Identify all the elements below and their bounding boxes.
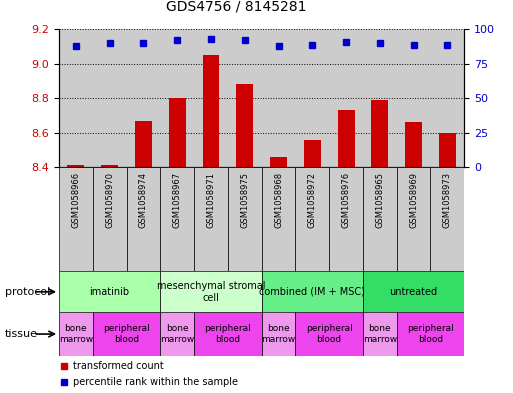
Bar xyxy=(295,312,363,356)
Bar xyxy=(397,167,430,271)
Bar xyxy=(430,167,464,271)
Bar xyxy=(304,140,321,167)
Text: combined (IM + MSC): combined (IM + MSC) xyxy=(260,287,365,297)
Text: tissue: tissue xyxy=(5,329,38,339)
Bar xyxy=(439,133,456,167)
Text: bone
marrow: bone marrow xyxy=(363,324,397,344)
Text: percentile rank within the sample: percentile rank within the sample xyxy=(72,377,238,387)
Text: GSM1058975: GSM1058975 xyxy=(240,172,249,228)
Text: peripheral
blood: peripheral blood xyxy=(205,324,251,344)
Text: GSM1058972: GSM1058972 xyxy=(308,172,317,228)
Bar xyxy=(59,271,160,312)
Bar xyxy=(160,29,194,167)
Bar xyxy=(67,165,84,167)
Bar xyxy=(93,312,160,356)
Bar xyxy=(363,312,397,356)
Bar xyxy=(262,167,295,271)
Bar xyxy=(160,312,194,356)
Text: protocol: protocol xyxy=(5,287,50,297)
Text: peripheral
blood: peripheral blood xyxy=(407,324,454,344)
Bar xyxy=(135,121,152,167)
Bar xyxy=(194,167,228,271)
Text: GSM1058967: GSM1058967 xyxy=(173,172,182,228)
Text: untreated: untreated xyxy=(389,287,438,297)
Text: peripheral
blood: peripheral blood xyxy=(306,324,352,344)
Bar xyxy=(194,312,262,356)
Bar xyxy=(295,29,329,167)
Bar xyxy=(127,29,160,167)
Bar xyxy=(262,29,295,167)
Bar xyxy=(405,122,422,167)
Text: imatinib: imatinib xyxy=(90,287,130,297)
Text: GSM1058970: GSM1058970 xyxy=(105,172,114,228)
Bar xyxy=(236,84,253,167)
Bar xyxy=(329,167,363,271)
Text: GSM1058968: GSM1058968 xyxy=(274,172,283,228)
Bar xyxy=(228,167,262,271)
Text: GSM1058969: GSM1058969 xyxy=(409,172,418,228)
Bar xyxy=(363,29,397,167)
Text: peripheral
blood: peripheral blood xyxy=(103,324,150,344)
Bar xyxy=(160,167,194,271)
Text: bone
marrow: bone marrow xyxy=(262,324,295,344)
Text: GSM1058973: GSM1058973 xyxy=(443,172,452,228)
Bar xyxy=(59,167,93,271)
Bar xyxy=(160,271,262,312)
Bar xyxy=(262,271,363,312)
Text: bone
marrow: bone marrow xyxy=(59,324,93,344)
Bar xyxy=(397,29,430,167)
Text: GSM1058974: GSM1058974 xyxy=(139,172,148,228)
Text: GSM1058971: GSM1058971 xyxy=(206,172,215,228)
Bar xyxy=(59,29,93,167)
Bar xyxy=(93,167,127,271)
Bar xyxy=(371,100,388,167)
Bar xyxy=(363,271,464,312)
Text: bone
marrow: bone marrow xyxy=(160,324,194,344)
Text: GDS4756 / 8145281: GDS4756 / 8145281 xyxy=(166,0,306,14)
Bar xyxy=(59,312,93,356)
Bar xyxy=(169,98,186,167)
Bar xyxy=(93,29,127,167)
Bar xyxy=(329,29,363,167)
Text: GSM1058966: GSM1058966 xyxy=(71,172,81,228)
Bar xyxy=(194,29,228,167)
Bar xyxy=(101,165,118,167)
Bar xyxy=(363,167,397,271)
Bar xyxy=(338,110,354,167)
Text: mesenchymal stromal
cell: mesenchymal stromal cell xyxy=(156,281,265,303)
Text: GSM1058965: GSM1058965 xyxy=(376,172,384,228)
Text: GSM1058976: GSM1058976 xyxy=(342,172,350,228)
Bar xyxy=(262,312,295,356)
Bar xyxy=(430,29,464,167)
Bar xyxy=(203,55,220,167)
Bar xyxy=(397,312,464,356)
Text: transformed count: transformed count xyxy=(72,361,163,371)
Bar xyxy=(270,157,287,167)
Bar xyxy=(228,29,262,167)
Bar xyxy=(127,167,160,271)
Bar xyxy=(295,167,329,271)
